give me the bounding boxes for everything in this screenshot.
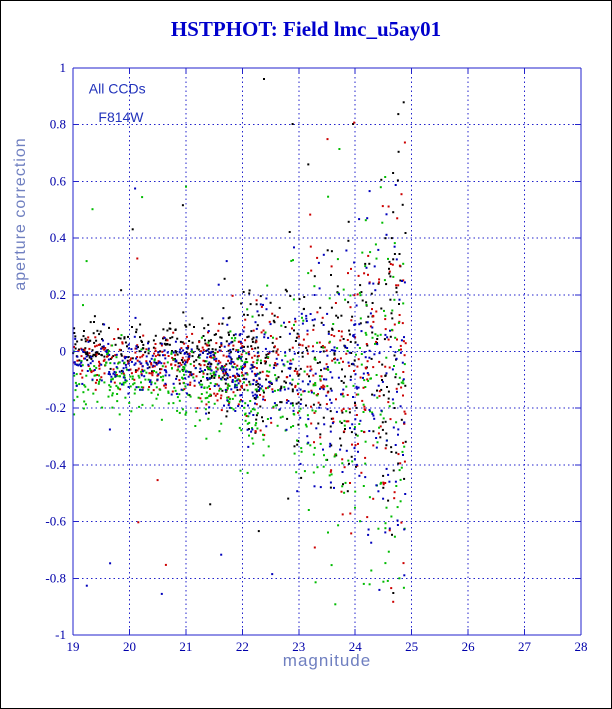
series-ccd-3 xyxy=(73,148,406,606)
svg-text:19: 19 xyxy=(67,639,80,654)
plot-annotations: All CCDs F814W xyxy=(89,81,146,125)
svg-text:-0.4: -0.4 xyxy=(45,457,66,472)
series-ccd-2 xyxy=(72,121,407,603)
svg-text:-0.8: -0.8 xyxy=(45,570,66,585)
svg-text:-0.2: -0.2 xyxy=(45,400,66,415)
svg-text:-1: -1 xyxy=(55,627,66,642)
svg-text:All CCDs: All CCDs xyxy=(89,81,146,97)
svg-text:21: 21 xyxy=(179,639,192,654)
svg-text:25: 25 xyxy=(405,639,418,654)
svg-text:0.2: 0.2 xyxy=(50,287,66,302)
svg-text:1: 1 xyxy=(60,60,67,75)
x-axis-label: magnitude xyxy=(282,651,372,670)
svg-text:0: 0 xyxy=(60,344,67,359)
svg-text:23: 23 xyxy=(292,639,305,654)
svg-text:24: 24 xyxy=(349,639,363,654)
svg-text:27: 27 xyxy=(518,639,532,654)
svg-text:20: 20 xyxy=(123,639,136,654)
svg-text:28: 28 xyxy=(575,639,588,654)
series-ccd-4 xyxy=(72,184,407,595)
plot-frame xyxy=(72,67,582,636)
svg-text:F814W: F814W xyxy=(98,109,144,125)
svg-text:22: 22 xyxy=(236,639,249,654)
svg-text:-0.6: -0.6 xyxy=(45,514,66,529)
svg-text:0.8: 0.8 xyxy=(50,117,66,132)
scatter-points xyxy=(72,78,407,606)
svg-text:26: 26 xyxy=(462,639,476,654)
chart-title: HSTPHOT: Field lmc_u5ay01 xyxy=(170,17,442,41)
svg-text:0.6: 0.6 xyxy=(50,173,67,188)
svg-text:0.4: 0.4 xyxy=(50,230,67,245)
tick-labels: 19 20 21 22 23 24 25 26 27 28 -1 -0.8 -0.6 -0.4 -0.2 0 0… xyxy=(45,60,587,654)
